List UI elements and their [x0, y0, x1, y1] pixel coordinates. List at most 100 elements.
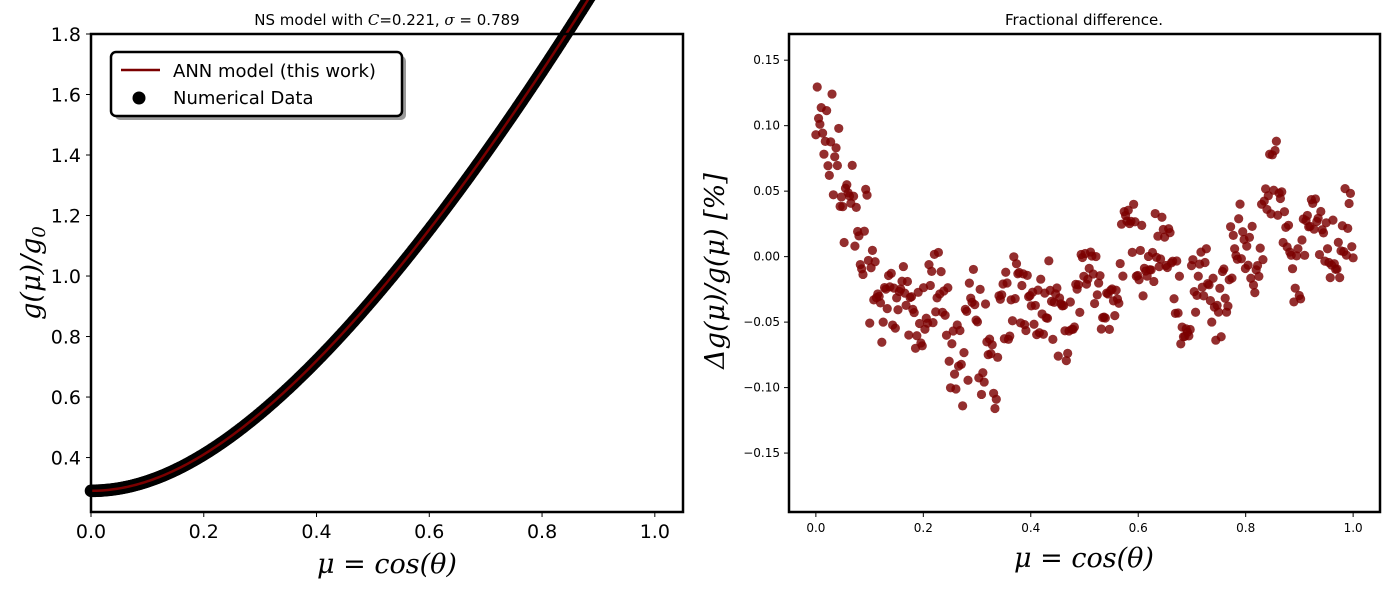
fractional-difference-point: [1005, 331, 1015, 341]
left-y-tick-label: 0.6: [51, 387, 81, 409]
fractional-difference-point: [1243, 260, 1253, 270]
fractional-difference-point: [949, 369, 960, 379]
numerical-data-point: [587, 0, 595, 1]
fractional-difference-point: [1332, 264, 1342, 274]
fractional-difference-point: [851, 202, 861, 213]
fractional-difference-point: [1185, 324, 1195, 335]
fractional-difference-point: [1172, 256, 1182, 266]
fractional-difference-point: [906, 292, 917, 302]
fractional-difference-point: [1293, 244, 1303, 254]
fractional-difference-point: [847, 160, 857, 170]
fractional-difference-point: [818, 128, 828, 138]
fractional-difference-point: [959, 348, 969, 358]
fractional-difference-point: [1010, 294, 1020, 304]
fractional-difference-point: [1333, 237, 1343, 247]
fractional-difference-point: [955, 325, 965, 336]
fractional-difference-point: [815, 119, 825, 129]
left-y-tick-label: 0.8: [51, 327, 81, 349]
fractional-difference-point: [944, 356, 954, 366]
fractional-difference-point: [1155, 254, 1166, 264]
fractional-difference-point: [1149, 276, 1159, 287]
fractional-difference-point: [1325, 272, 1335, 283]
fractional-difference-point: [838, 202, 848, 212]
right-x-tick-label: 0.2: [914, 521, 933, 535]
fractional-difference-point: [901, 300, 911, 310]
fractional-difference-point: [831, 143, 841, 153]
fractional-difference-point: [917, 341, 927, 351]
fractional-difference-point: [909, 307, 919, 318]
fractional-difference-point: [925, 280, 935, 291]
fractional-difference-point: [1192, 290, 1202, 300]
fractional-difference-point: [848, 191, 859, 201]
fractional-difference-point: [1063, 348, 1073, 358]
fractional-difference-point: [898, 261, 908, 272]
fractional-difference-point: [1052, 283, 1062, 293]
left-x-tick-label: 0.4: [301, 521, 331, 543]
fractional-difference-point: [890, 323, 900, 333]
legend-box: [109, 50, 404, 118]
left-y-tick-label: 1.8: [51, 24, 81, 46]
fractional-difference-point: [1115, 258, 1125, 269]
right-plot-area: [811, 82, 1358, 414]
fractional-difference-point: [1157, 212, 1167, 222]
fractional-difference-point: [1322, 244, 1333, 254]
fractional-difference-point: [1129, 199, 1139, 209]
fractional-difference-point: [951, 384, 961, 394]
fractional-difference-point: [976, 389, 987, 400]
left-y-tick-label: 1.0: [51, 266, 81, 288]
fractional-difference-point: [1048, 334, 1058, 344]
fractional-difference-point: [878, 317, 888, 327]
fractional-difference-point: [1297, 235, 1307, 245]
fractional-difference-point: [1250, 288, 1260, 298]
fractional-difference-point: [1248, 280, 1259, 290]
fractional-difference-point: [956, 359, 966, 370]
fractional-difference-point: [1207, 317, 1217, 327]
fractional-difference-point: [1111, 285, 1121, 295]
fractional-difference-point: [1219, 264, 1229, 274]
fractional-difference-point: [1343, 223, 1353, 233]
fractional-difference-point: [1223, 301, 1233, 311]
fractional-difference-point: [1130, 217, 1140, 227]
fractional-difference-point: [1123, 205, 1133, 215]
fractional-difference-point: [1021, 325, 1031, 336]
right-plot-frame: [787, 32, 1382, 514]
fractional-difference-point: [1300, 250, 1310, 260]
fractional-difference-point: [1176, 339, 1186, 349]
fractional-difference-point: [1270, 145, 1280, 156]
fractional-difference-point: [893, 305, 903, 315]
fractional-difference-point: [1030, 300, 1040, 311]
left-y-tick-label: 0.4: [51, 448, 81, 470]
left-x-tick-label: 0.8: [527, 521, 557, 543]
fractional-difference-point: [970, 300, 980, 310]
left-x-ticks: 0.0 0.2 0.4 0.6 0.8 1.0: [76, 512, 670, 543]
legend-entry-numerical-data: Numerical Data: [173, 88, 314, 109]
fractional-difference-point: [1347, 242, 1357, 252]
fractional-difference-point: [839, 237, 849, 248]
fractional-difference-point: [1104, 324, 1115, 334]
right-x-tick-label: 0.4: [1021, 521, 1040, 535]
right-y-tick-label: 0.05: [753, 184, 780, 198]
fractional-difference-point: [947, 339, 957, 349]
fractional-difference-point: [1094, 278, 1104, 288]
fractional-difference-point: [991, 394, 1001, 404]
legend: ANN model (this work) Numerical Data: [109, 50, 406, 120]
fractional-difference-point: [943, 283, 953, 293]
fractional-difference-point: [812, 82, 822, 92]
fractional-difference-point: [1302, 210, 1312, 221]
fractional-difference-point: [1036, 274, 1046, 284]
fractional-difference-point: [1208, 273, 1218, 283]
fractional-difference-point: [1017, 280, 1027, 291]
right-y-tick-label: 0.15: [753, 53, 780, 67]
fractional-difference-point: [1193, 271, 1203, 281]
fractional-difference-point: [1188, 255, 1198, 265]
fractional-difference-point: [1227, 273, 1237, 283]
fractional-difference-point: [1114, 298, 1124, 308]
fractional-difference-point: [1100, 313, 1110, 323]
fractional-difference-point: [1118, 271, 1128, 281]
fractional-difference-point: [865, 318, 875, 328]
fractional-difference-point: [1011, 259, 1022, 269]
fractional-difference-point: [993, 352, 1003, 362]
right-y-tick-label: −0.05: [743, 315, 780, 329]
fractional-difference-point: [914, 318, 925, 329]
fractional-difference-point: [850, 241, 860, 251]
